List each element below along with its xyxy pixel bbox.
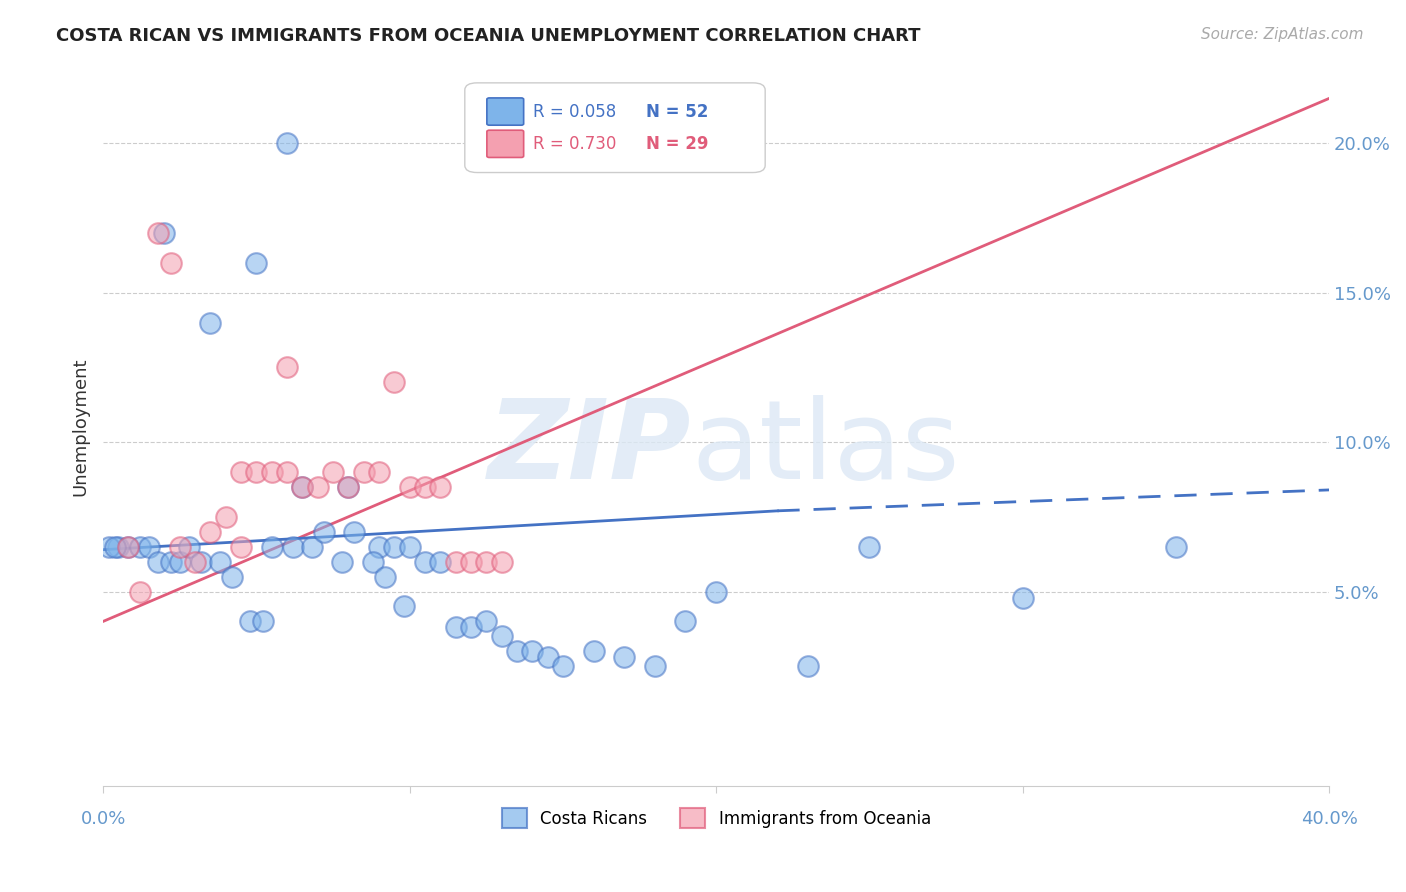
Point [551,659,574,673]
Point [337,480,360,494]
Point [322,465,344,479]
Point [221,569,243,583]
Point [159,555,181,569]
Text: COSTA RICAN VS IMMIGRANTS FROM OCEANIA UNEMPLOYMENT CORRELATION CHART: COSTA RICAN VS IMMIGRANTS FROM OCEANIA U… [56,27,921,45]
Point [413,555,436,569]
Point [475,555,498,569]
Point [229,540,252,554]
Point [177,540,200,554]
Point [117,540,139,554]
Legend: Costa Ricans, Immigrants from Oceania: Costa Ricans, Immigrants from Oceania [495,801,938,835]
Point [413,480,436,494]
Point [460,555,482,569]
Point [260,465,283,479]
Text: R = 0.730: R = 0.730 [533,135,617,153]
Point [312,524,335,539]
Point [582,644,605,658]
Point [382,376,405,390]
Point [291,480,314,494]
FancyBboxPatch shape [486,130,523,158]
Text: ZIP: ZIP [488,395,692,502]
Point [704,584,727,599]
Point [159,256,181,270]
Point [148,555,170,569]
FancyBboxPatch shape [486,98,523,125]
Point [229,465,252,479]
Point [353,465,375,479]
Point [361,555,384,569]
Text: atlas: atlas [692,395,960,502]
Point [129,584,152,599]
Point [190,555,212,569]
Text: N = 52: N = 52 [647,103,709,120]
Point [208,555,231,569]
Point [1164,540,1187,554]
Text: R = 0.058: R = 0.058 [533,103,617,120]
Point [276,360,298,375]
Point [245,465,267,479]
Point [536,650,558,665]
Point [1011,591,1033,605]
Point [460,620,482,634]
Point [276,136,298,151]
Point [107,540,129,554]
Point [301,540,323,554]
Point [330,555,353,569]
Point [368,465,391,479]
Point [129,540,152,554]
Point [138,540,160,554]
Point [491,629,513,643]
Point [398,540,420,554]
Point [382,540,405,554]
Point [245,256,267,270]
Point [429,555,451,569]
Point [276,465,298,479]
Point [704,151,727,165]
Point [343,524,366,539]
Point [252,615,274,629]
Point [200,524,222,539]
Point [398,480,420,494]
Text: N = 29: N = 29 [647,135,709,153]
Text: 40.0%: 40.0% [1301,810,1358,828]
Point [491,555,513,569]
Point [200,316,222,330]
Point [104,540,127,554]
Point [475,615,498,629]
Point [215,509,238,524]
Point [444,555,467,569]
Point [444,620,467,634]
Text: Source: ZipAtlas.com: Source: ZipAtlas.com [1201,27,1364,42]
Point [644,659,666,673]
Point [153,226,176,240]
Point [283,540,305,554]
Point [117,540,139,554]
FancyBboxPatch shape [465,83,765,172]
Point [392,599,415,614]
Point [169,555,191,569]
Point [98,540,121,554]
Text: 0.0%: 0.0% [80,810,125,828]
Point [429,480,451,494]
Point [613,650,636,665]
Point [239,615,262,629]
Point [169,540,191,554]
Point [184,555,207,569]
Y-axis label: Unemployment: Unemployment [72,358,89,497]
Point [797,659,820,673]
Point [522,644,544,658]
Point [675,615,697,629]
Point [858,540,880,554]
Point [368,540,391,554]
Point [506,644,529,658]
Point [307,480,329,494]
Point [374,569,396,583]
Point [337,480,360,494]
Point [291,480,314,494]
Point [148,226,170,240]
Point [260,540,283,554]
